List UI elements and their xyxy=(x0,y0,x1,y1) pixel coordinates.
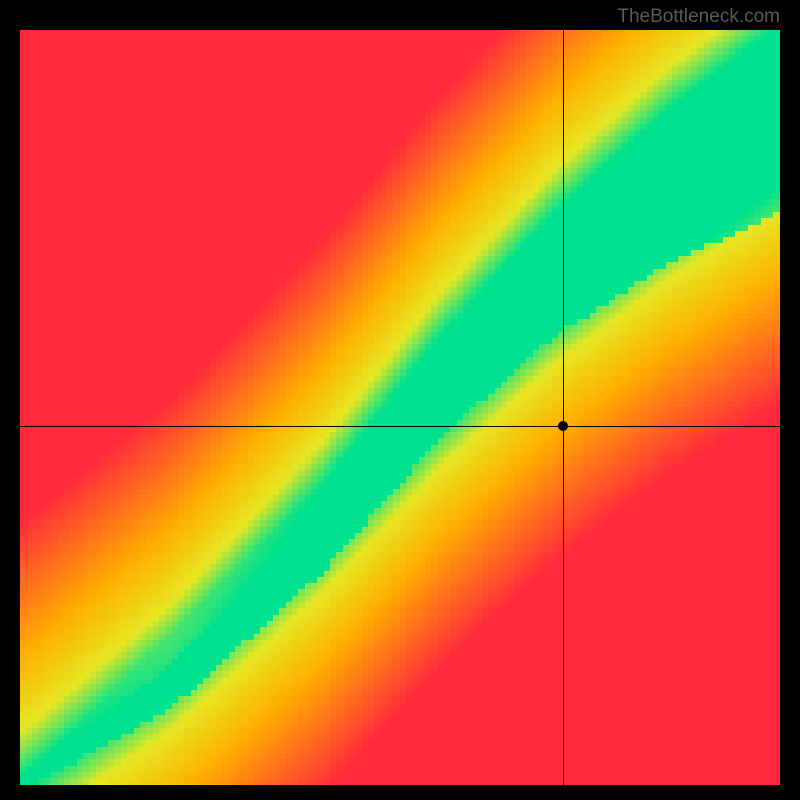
bottleneck-heatmap xyxy=(20,30,780,785)
chart-container: TheBottleneck.com xyxy=(0,0,800,800)
crosshair-marker xyxy=(558,421,568,431)
crosshair-horizontal xyxy=(20,426,780,427)
plot-area xyxy=(20,30,780,785)
crosshair-vertical xyxy=(563,30,564,785)
attribution-text: TheBottleneck.com xyxy=(617,6,780,28)
